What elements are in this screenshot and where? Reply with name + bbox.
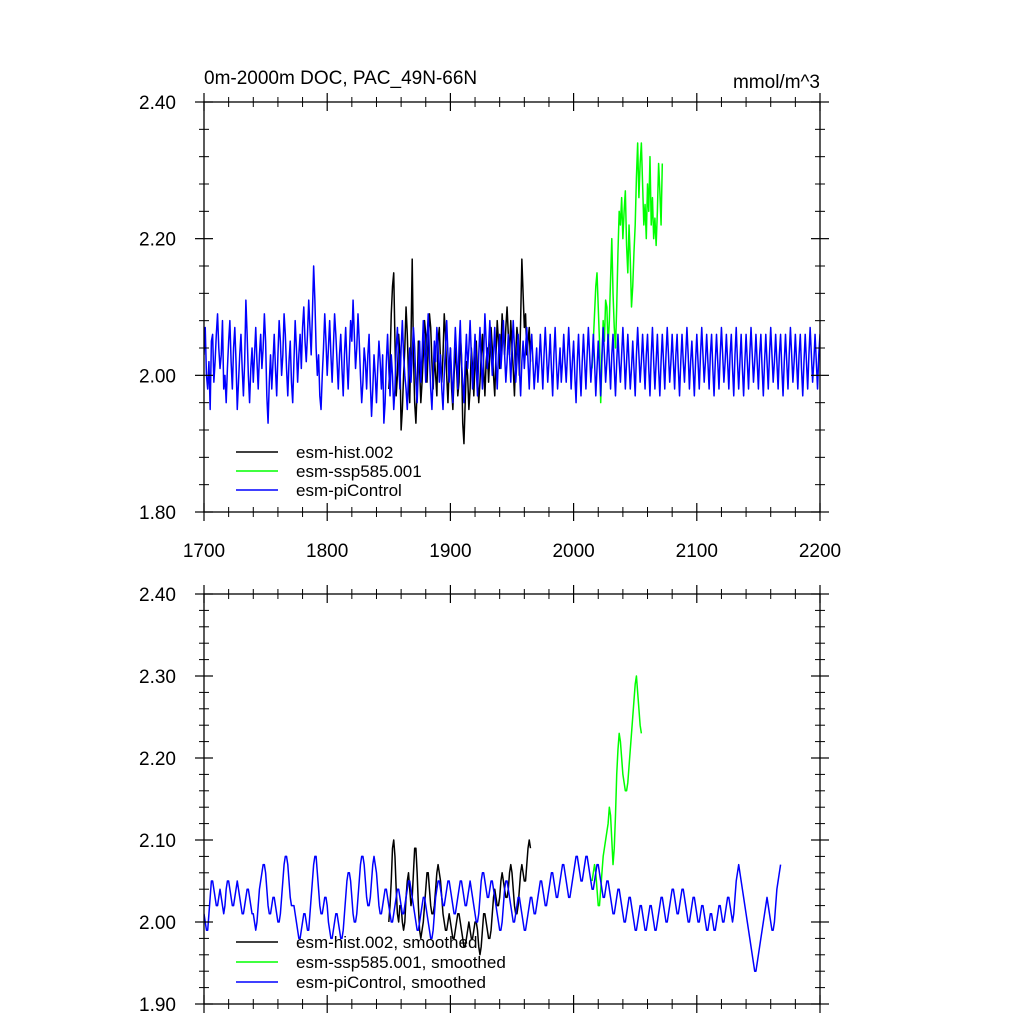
y-tick-label: 2.10	[139, 831, 176, 852]
top-series-group	[204, 142, 820, 445]
y-tick-label: 2.00	[139, 366, 176, 387]
series-line-esm-hist-002-smoothed	[388, 839, 532, 956]
bottom-plot-frame	[203, 593, 821, 1005]
y-tick-label: 2.20	[139, 230, 176, 251]
series-line-esm-ssp585-001-smoothed	[591, 675, 643, 907]
y-tick-label: 2.40	[139, 585, 176, 606]
legend-label: esm-ssp585.001, smoothed	[296, 953, 506, 972]
bottom-series-group	[204, 675, 782, 972]
legend-label: esm-hist.002	[296, 443, 393, 462]
bottom-panel: 1.90 2.00 2.10 2.20 2.30 2.40 esm-hist.002, s…	[139, 585, 829, 1016]
x-tick-label: 1700	[183, 541, 225, 562]
legend-label: esm-hist.002, smoothed	[296, 933, 477, 952]
y-tick-label: 1.90	[139, 995, 176, 1016]
chart-title: 0m-2000m DOC, PAC_49N-66N	[204, 68, 477, 89]
y-tick-label: 2.30	[139, 667, 176, 688]
top-plot-frame	[203, 101, 821, 513]
legend-label: esm-piControl	[296, 481, 402, 500]
bottom-axes: 1.90 2.00 2.10 2.20 2.30 2.40	[139, 585, 829, 1016]
chart-units: mmol/m^3	[733, 72, 820, 93]
x-tick-label: 1800	[306, 541, 348, 562]
x-tick-label: 2200	[799, 541, 841, 562]
series-line-esm-picontrol	[204, 265, 820, 424]
y-tick-label: 2.40	[139, 93, 176, 114]
legend-label: esm-ssp585.001	[296, 462, 422, 481]
series-line-esm-picontrol-smoothed	[204, 855, 782, 972]
x-tick-label: 2000	[552, 541, 594, 562]
y-tick-label: 1.80	[139, 503, 176, 524]
legend-label: esm-piControl, smoothed	[296, 973, 486, 992]
top-axes: 1700 1800 1900 2000 2100 2200 1.80 2.00 2.20 2.40	[139, 93, 841, 562]
y-tick-label: 2.20	[139, 749, 176, 770]
x-tick-label: 2100	[676, 541, 718, 562]
top-panel: 0m-2000m DOC, PAC_49N-66N mmol/m^3 1700 1…	[139, 68, 841, 562]
series-line-esm-hist-002	[388, 258, 532, 445]
y-tick-label: 2.00	[139, 913, 176, 934]
x-tick-label: 1900	[429, 541, 471, 562]
